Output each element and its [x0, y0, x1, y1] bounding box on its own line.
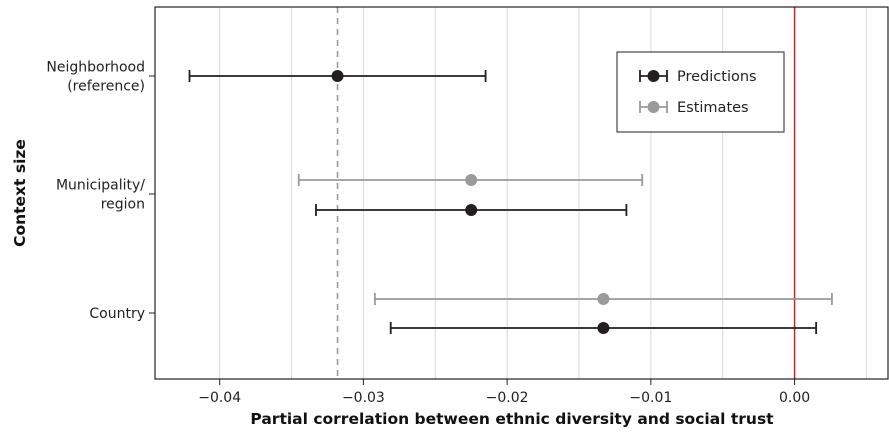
point-estimate [465, 204, 478, 216]
y-tick-label: Neighborhood [46, 60, 145, 76]
y-tick-label: (reference) [67, 79, 145, 95]
x-tick-label: 0.00 [779, 390, 810, 406]
error-bars [188, 70, 833, 334]
x-tick-label: −0.03 [342, 390, 385, 406]
point-estimate [597, 322, 610, 334]
y-axis: Neighborhood (reference) Municipality/regi… [46, 60, 155, 322]
point-estimate [597, 293, 610, 305]
x-axis-title: Partial correlation between ethnic diver… [250, 410, 774, 428]
legend-label: Predictions [677, 69, 757, 85]
y-tick-label: Municipality/ [56, 178, 145, 194]
reference-lines [336, 7, 796, 379]
x-tick-label: −0.02 [486, 390, 529, 406]
legend-box [616, 51, 785, 133]
legend-marker [647, 101, 660, 113]
y-tick-label: Country [89, 306, 145, 322]
y-axis-title: Context size [11, 139, 29, 247]
point-estimate [465, 174, 478, 186]
x-axis: −0.04 −0.03 −0.02 −0.01 0.00 [198, 379, 810, 406]
legend-marker [647, 70, 660, 82]
point-estimate [331, 70, 344, 82]
plot-frame [154, 6, 889, 380]
x-tick-label: −0.01 [629, 390, 672, 406]
legend: Predictions Estimates [616, 51, 785, 133]
x-tick-label: −0.04 [198, 390, 241, 406]
y-tick-label: region [101, 197, 145, 213]
legend-label: Estimates [677, 100, 749, 116]
